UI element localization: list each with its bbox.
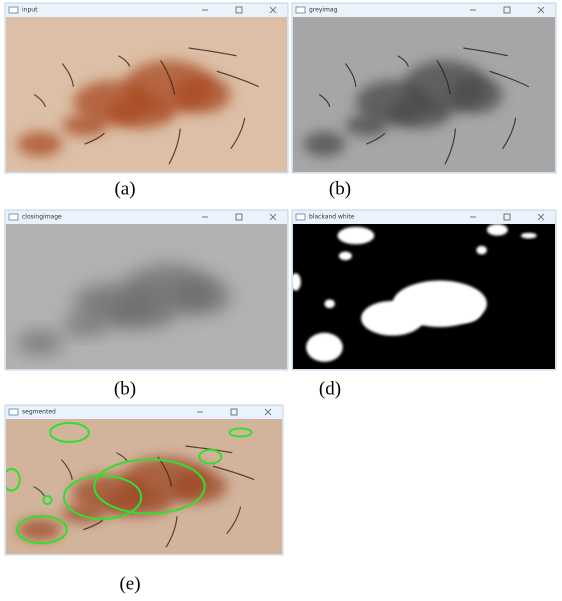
image-area	[6, 17, 287, 172]
lesion	[107, 98, 174, 129]
lesion	[62, 315, 107, 335]
image-area	[293, 17, 555, 172]
window-icon	[9, 7, 18, 13]
white-region	[450, 299, 481, 322]
caption: (b)	[329, 178, 351, 199]
image-area	[6, 224, 287, 369]
lesion	[175, 279, 231, 314]
window-title: greyimag	[309, 7, 338, 14]
lesion	[175, 76, 231, 113]
window-icon	[9, 409, 18, 415]
lesion	[450, 76, 502, 113]
window-icon	[9, 214, 18, 220]
white-region	[324, 299, 334, 308]
white-region	[521, 233, 537, 239]
window-title: closingimage	[22, 214, 62, 221]
lesion	[62, 115, 107, 137]
window: closingimage	[5, 210, 288, 370]
white-region	[476, 246, 486, 255]
window: input	[5, 3, 288, 173]
caption: (e)	[119, 573, 140, 594]
window: greyimag	[292, 3, 556, 173]
white-region	[338, 227, 375, 244]
window-title: segmented	[22, 409, 56, 416]
window-title: blackand white	[309, 214, 355, 221]
white-region	[361, 301, 424, 336]
window-icon	[296, 214, 305, 220]
lesion	[345, 115, 387, 137]
window-title: input	[22, 7, 38, 14]
caption: (b)	[114, 378, 136, 399]
white-region	[487, 224, 508, 236]
lesion	[107, 299, 174, 328]
window-icon	[296, 7, 305, 13]
caption: (a)	[114, 178, 135, 199]
window: segmented	[3, 405, 283, 555]
figure: input (a) greyimag (b) closingimage (b) blacka…	[0, 0, 562, 601]
lesion	[303, 132, 345, 157]
lesion	[17, 132, 62, 157]
lesion	[17, 331, 62, 354]
white-region	[339, 252, 352, 261]
white-region	[306, 333, 343, 362]
window: blackand white	[290, 210, 556, 370]
image-area	[3, 419, 282, 554]
lesion	[17, 519, 61, 541]
caption: (d)	[319, 378, 341, 399]
lesion	[387, 98, 450, 129]
image-area	[290, 224, 555, 369]
